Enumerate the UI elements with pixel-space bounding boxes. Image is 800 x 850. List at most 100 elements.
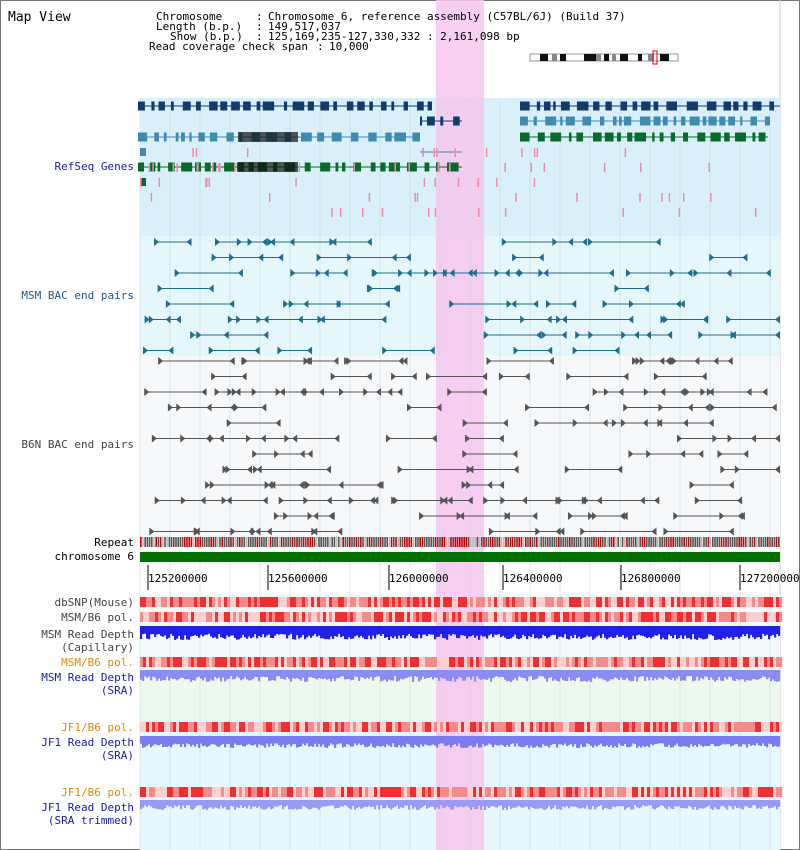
polymorphism-bin: [158, 722, 162, 732]
repeat-element: [309, 537, 311, 547]
repeat-element: [470, 537, 472, 547]
polymorphism-bin: [443, 787, 447, 797]
gene-exon: [545, 116, 557, 126]
track-label-jf1-b6-pol-1[interactable]: JF1/B6 pol.: [61, 721, 134, 734]
read-depth-bin: [620, 800, 623, 807]
track-label-dbsnp[interactable]: dbSNP(Mouse): [54, 596, 134, 609]
read-depth-bin: [762, 670, 765, 677]
read-depth-bin: [478, 736, 481, 748]
bac-end-marker: [693, 269, 699, 277]
bac-end-marker: [277, 346, 283, 355]
repeat-element: [712, 537, 714, 547]
read-depth-bin: [710, 626, 713, 635]
bac-end-marker: [657, 419, 663, 427]
polymorphism-bin: [689, 657, 693, 667]
gene-exon: [391, 101, 395, 111]
track-label-b6n-bac[interactable]: B6N BAC end pairs: [21, 438, 134, 451]
polymorphism-bin: [350, 657, 354, 667]
polymorphism-bin: [308, 722, 312, 732]
read-depth-bin: [676, 626, 679, 640]
track-label-chromosome[interactable]: chromosome 6: [54, 550, 134, 563]
polymorphism-bin: [761, 787, 765, 797]
polymorphism-bin: [596, 722, 600, 732]
track-label-refseq-genes[interactable]: RefSeq Genes: [54, 160, 134, 173]
polymorphism-bin: [668, 612, 672, 622]
polymorphism-bin: [260, 612, 264, 622]
track-label-jf1-depth-sra[interactable]: JF1 Read Depth: [41, 736, 134, 749]
gene-exon: [702, 116, 707, 126]
polymorphism-bin: [500, 597, 504, 607]
repeat-element: [166, 537, 168, 547]
read-depth-bin: [328, 670, 331, 679]
polymorphism-bin: [551, 612, 555, 622]
bac-end-marker: [246, 434, 252, 443]
read-depth-bin: [708, 736, 711, 746]
polymorphism-bin: [365, 787, 369, 797]
bac-end-marker: [319, 388, 325, 396]
read-depth-bin: [368, 736, 371, 747]
polymorphism-bin: [593, 722, 597, 732]
bac-end-marker: [227, 315, 233, 324]
read-depth-bin: [320, 626, 323, 639]
polymorphism-bin: [209, 657, 213, 667]
bac-end-marker: [465, 434, 471, 443]
read-depth-bin: [166, 800, 169, 806]
polymorphism-bin: [752, 722, 756, 732]
polymorphism-bin: [230, 612, 234, 622]
read-depth-bin: [548, 626, 551, 638]
track-label-msm-b6-pol-2[interactable]: MSM/B6 pol.: [61, 656, 134, 669]
bac-end-marker: [307, 450, 313, 458]
read-depth-bin: [542, 626, 545, 635]
track-label-msm-depth-sra[interactable]: MSM Read Depth: [41, 671, 134, 684]
polymorphism-bin: [503, 597, 507, 607]
repeat-element: [472, 537, 474, 547]
track-label-msm-bac[interactable]: MSM BAC end pairs: [21, 289, 134, 302]
repeat-element: [701, 537, 703, 547]
ideogram-band: [612, 54, 616, 61]
polymorphism-bin: [344, 657, 348, 667]
read-depth-bin: [214, 736, 217, 745]
repeat-element: [298, 537, 300, 547]
polymorphism-bin: [734, 787, 738, 797]
read-depth-bin: [296, 800, 299, 810]
bac-end-marker: [373, 496, 379, 505]
track-label-repeat[interactable]: Repeat: [94, 536, 134, 549]
polymorphism-bin: [338, 722, 342, 732]
read-depth-bin: [592, 736, 595, 748]
read-depth-bin: [676, 670, 679, 679]
gene-exon: [446, 162, 459, 172]
read-depth-bin: [296, 670, 299, 679]
polymorphism-bin: [653, 597, 657, 607]
read-depth-bin: [328, 626, 331, 640]
repeat-element: [577, 537, 580, 547]
read-depth-bin: [366, 670, 369, 678]
polymorphism-bin: [614, 787, 618, 797]
bac-end-marker: [186, 238, 192, 246]
track-label-msm-depth-sra-sub: (SRA): [100, 684, 134, 697]
repeat-element: [685, 537, 688, 547]
polymorphism-bin: [212, 612, 216, 622]
read-depth-bin: [374, 736, 377, 748]
read-depth-bin: [146, 800, 149, 807]
polymorphism-bin: [296, 612, 300, 622]
gene-exon: [752, 132, 756, 142]
read-depth-bin: [398, 736, 401, 746]
track-label-msm-depth-capillary[interactable]: MSM Read Depth: [41, 628, 134, 641]
track-label-msm-b6-pol-1[interactable]: MSM/B6 pol.: [61, 611, 134, 624]
read-depth-bin: [734, 736, 737, 745]
polymorphism-bin: [224, 787, 228, 797]
track-label-jf1-depth-trimmed[interactable]: JF1 Read Depth: [41, 801, 134, 814]
repeat-element: [654, 537, 657, 547]
polymorphism-bin: [692, 787, 696, 797]
polymorphism-bin: [599, 597, 603, 607]
repeat-element: [338, 537, 340, 547]
read-depth-bin: [382, 626, 385, 635]
polymorphism-bin: [563, 597, 567, 607]
track-label-jf1-b6-pol-2[interactable]: JF1/B6 pol.: [61, 786, 134, 799]
polymorphism-bin: [722, 657, 726, 667]
read-depth-bin: [152, 670, 155, 677]
read-depth-bin: [428, 736, 431, 746]
polymorphism-bin: [353, 612, 357, 622]
read-depth-bin: [544, 626, 547, 637]
